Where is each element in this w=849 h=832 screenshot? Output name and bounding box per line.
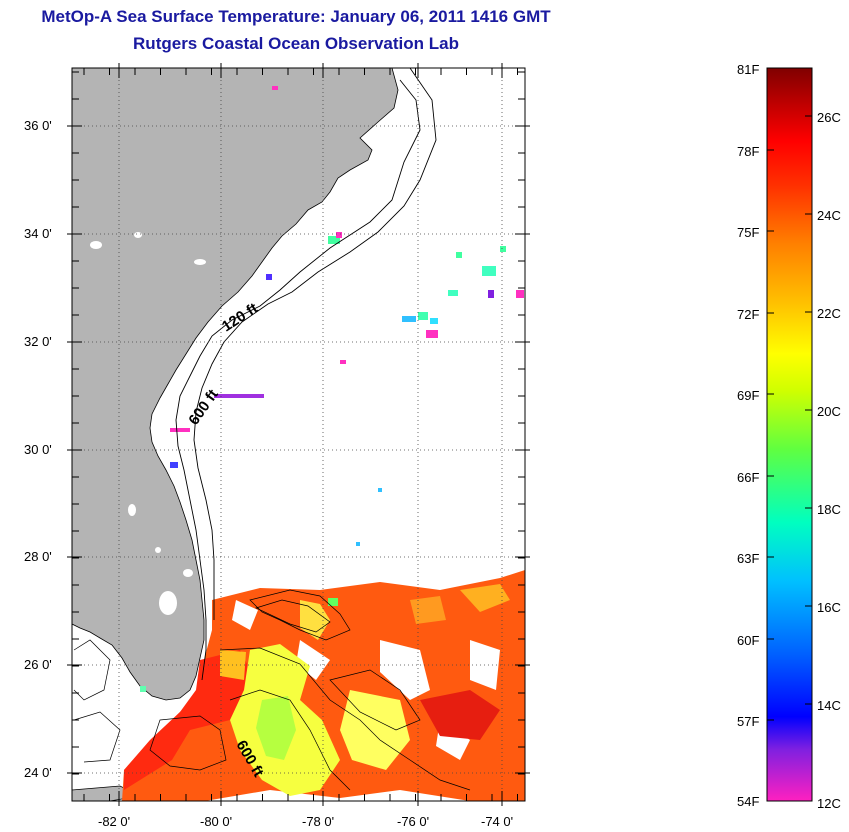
colorbar-f-label: 78F [737,144,760,159]
sst-scattered-pixels [140,86,524,692]
isobath-120ft [175,79,421,681]
colorbar-f-label: 75F [737,225,760,240]
sst-hot-region [124,650,260,790]
colorbar-c-label: 24C [817,208,841,223]
lat-label: 32 0' [24,334,52,349]
colorbar-ticks [767,67,812,802]
lat-label: 30 0' [24,442,52,457]
colorbar-c-label: 14C [817,698,841,713]
colorbar-f-label: 81F [737,62,760,77]
colorbar-f-label: 57F [737,714,760,729]
lat-label: 28 0' [24,549,52,564]
colorbar-f-label: 54F [737,794,760,809]
map-ticks [67,63,530,806]
colorbar-c-label: 26C [817,110,841,125]
lon-label: -76 0' [397,814,430,829]
isobath-label-600ft: 600 ft [185,386,221,428]
colorbar-f-label: 63F [737,551,760,566]
map-frame [71,67,526,802]
colorbar [766,67,813,802]
isobath-label-120ft: 120 ft [219,300,261,336]
lon-label: -74 0' [481,814,514,829]
colorbar-f-label: 72F [737,307,760,322]
map-subtitle: Rutgers Coastal Ocean Observation Lab [133,34,459,53]
colorbar-c-label: 22C [817,306,841,321]
lon-label: -78 0' [302,814,335,829]
map-title: MetOp-A Sea Surface Temperature: January… [41,7,551,26]
colorbar-c-label: 16C [817,600,841,615]
colorbar-f-label: 60F [737,633,760,648]
colorbar-f-label: 69F [737,388,760,403]
lon-label: -80 0' [200,814,233,829]
lat-label: 26 0' [24,657,52,672]
colorbar-c-label: 20C [817,404,841,419]
lat-label: 34 0' [24,226,52,241]
colorbar-c-label: 18C [817,502,841,517]
colorbar-f-label: 66F [737,470,760,485]
colorbar-c-label: 12C [817,796,841,811]
lat-label: 24 0' [24,765,52,780]
lat-label: 36 0' [24,118,52,133]
land-mainland [72,68,399,701]
lon-label: -82 0' [98,814,131,829]
isobath-600ft [193,68,437,620]
